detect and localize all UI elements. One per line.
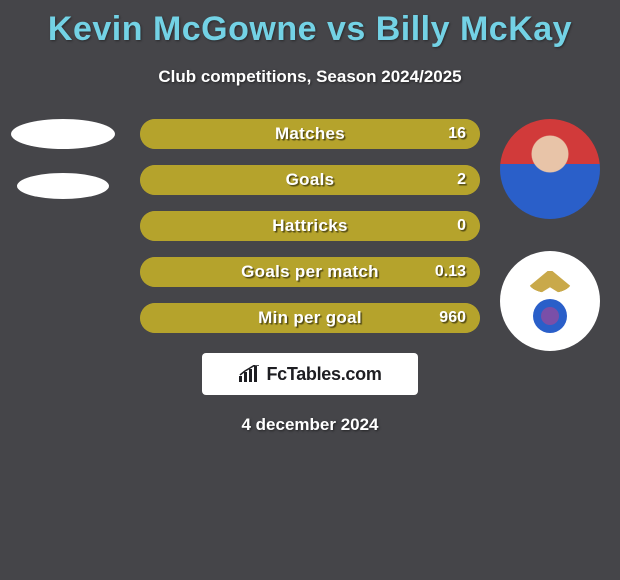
stat-bar-label: Hattricks <box>140 216 480 236</box>
stat-bar-row: Matches16 <box>140 119 480 149</box>
club-badge <box>500 251 600 351</box>
page-title: Kevin McGowne vs Billy McKay <box>0 0 620 49</box>
club-badge-thistle <box>533 299 567 333</box>
stat-bar-row: Goals2 <box>140 165 480 195</box>
watermark-text: FcTables.com <box>266 364 381 385</box>
player-placeholder-ellipse <box>11 119 115 149</box>
stat-bar-right-value: 2 <box>457 171 466 189</box>
comparison-chart: Matches16 Goals2 Hattricks0 Goals per match… <box>0 119 620 349</box>
stat-bar-right-value: 960 <box>439 309 466 327</box>
stat-bar-row: Min per goal960 <box>140 303 480 333</box>
stat-bar-right-value: 0 <box>457 217 466 235</box>
stat-bar-row: Goals per match0.13 <box>140 257 480 287</box>
bar-chart-icon <box>238 365 260 383</box>
stat-bar-row: Hattricks0 <box>140 211 480 241</box>
stat-bar-right-value: 0.13 <box>435 263 466 281</box>
stat-bars: Matches16 Goals2 Hattricks0 Goals per match… <box>140 119 480 349</box>
stat-bar-label: Goals <box>140 170 480 190</box>
right-player-column <box>500 119 600 351</box>
stat-bar-right-value: 16 <box>448 125 466 143</box>
watermark: FcTables.com <box>202 353 418 395</box>
club-badge-eagle <box>525 269 575 295</box>
date-text: 4 december 2024 <box>0 415 620 435</box>
player-photo <box>500 119 600 219</box>
player-placeholder-ellipse <box>17 173 109 199</box>
subtitle: Club competitions, Season 2024/2025 <box>0 67 620 87</box>
stat-bar-label: Matches <box>140 124 480 144</box>
stat-bar-label: Min per goal <box>140 308 480 328</box>
stat-bar-label: Goals per match <box>140 262 480 282</box>
left-player-column <box>8 119 118 199</box>
